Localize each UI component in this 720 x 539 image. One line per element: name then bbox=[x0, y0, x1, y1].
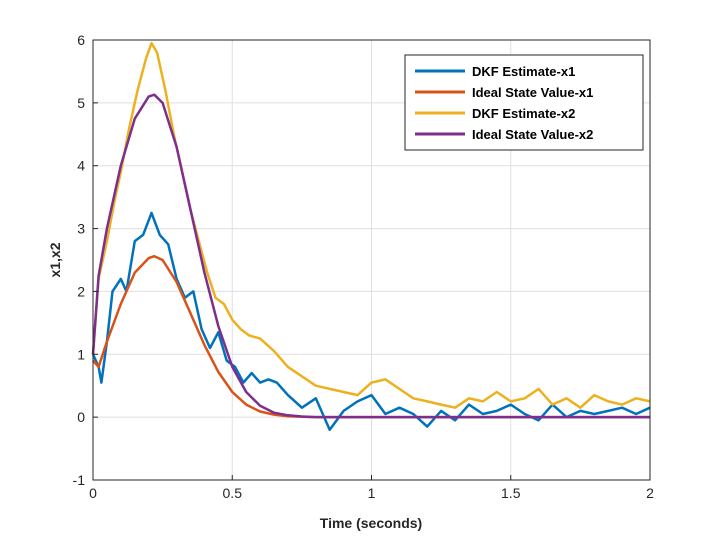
grid-lines bbox=[92, 39, 651, 481]
y-tick-label: 5 bbox=[77, 95, 85, 111]
series-lines bbox=[91, 41, 651, 431]
y-tick-label: 1 bbox=[77, 346, 85, 362]
legend-label: DKF Estimate-x1 bbox=[472, 64, 575, 79]
x-axis-title: Time (seconds) bbox=[320, 515, 422, 531]
legend-label: DKF Estimate-x2 bbox=[472, 106, 575, 121]
x-tick-label: 1 bbox=[368, 485, 376, 501]
y-tick-label: 2 bbox=[77, 283, 85, 299]
y-tick-label: 4 bbox=[77, 158, 85, 174]
y-tick-label: 6 bbox=[77, 32, 85, 48]
y-tick-label: 0 bbox=[77, 409, 85, 425]
y-axis-title: x1,x2 bbox=[47, 242, 63, 277]
series-line bbox=[91, 93, 650, 419]
legend-label: Ideal State Value-x1 bbox=[472, 85, 593, 100]
y-tick-label: -1 bbox=[73, 472, 86, 488]
x-tick-label: 2 bbox=[646, 485, 654, 501]
series-line bbox=[91, 41, 651, 409]
x-tick-label: 0.5 bbox=[223, 485, 243, 501]
x-tick-label: 1.5 bbox=[501, 485, 521, 501]
legend: DKF Estimate-x1 Ideal State Value-x1 DKF E… bbox=[404, 54, 644, 151]
legend-label: Ideal State Value-x2 bbox=[472, 127, 593, 142]
y-tick-label: 3 bbox=[77, 221, 85, 237]
x-tick-label: 0 bbox=[89, 485, 97, 501]
